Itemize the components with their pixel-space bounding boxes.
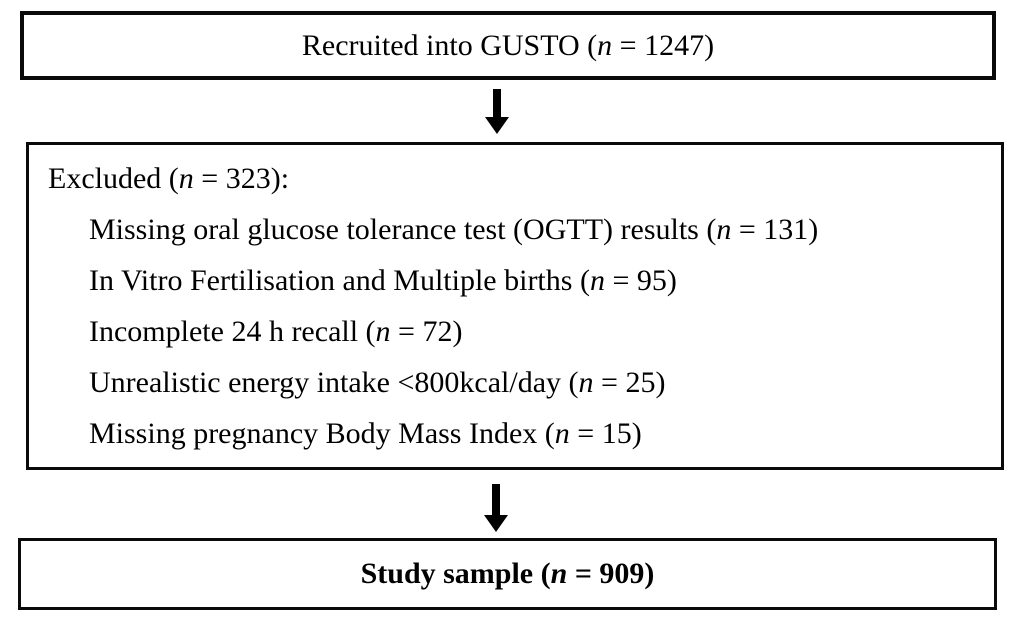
excluded-item-n-symbol: n: [375, 315, 391, 348]
excluded-item-recall: Incomplete 24 h recall (n = 72): [89, 306, 981, 357]
excluded-header-n-symbol: n: [178, 162, 194, 195]
excluded-item-count: = 72): [390, 315, 463, 348]
study-sample-n-symbol: n: [550, 557, 568, 590]
excluded-item-ogtt: Missing oral glucose tolerance test (OGT…: [89, 204, 981, 255]
study-sample-prefix: Study sample (: [360, 557, 551, 590]
excluded-item-ivf: In Vitro Fertilisation and Multiple birt…: [89, 255, 981, 306]
study-sample-box: Study sample (n = 909): [18, 538, 997, 610]
recruited-box-text: Recruited into GUSTO (n = 1247): [302, 28, 714, 64]
down-arrow-icon: [484, 484, 508, 532]
excluded-item-count: = 25): [593, 366, 666, 399]
excluded-item-text: Missing pregnancy Body Mass Index (: [89, 417, 555, 450]
excluded-item-text: Unrealistic energy intake <800kcal/day (: [89, 366, 579, 399]
excluded-item-energy: Unrealistic energy intake <800kcal/day (…: [89, 357, 981, 408]
excluded-item-count: = 15): [569, 417, 642, 450]
excluded-item-n-symbol: n: [589, 264, 605, 297]
recruited-text-suffix: = 1247): [612, 28, 715, 62]
study-sample-suffix: = 909): [567, 557, 655, 590]
study-sample-text: Study sample (n = 909): [361, 556, 655, 592]
excluded-item-count: = 131): [731, 213, 819, 246]
excluded-item-text: In Vitro Fertilisation and Multiple birt…: [89, 264, 590, 297]
down-arrow-icon: [485, 89, 509, 134]
excluded-item-n-symbol: n: [578, 366, 594, 399]
excluded-item-text: Missing oral glucose tolerance test (OGT…: [89, 213, 717, 246]
excluded-item-bmi: Missing pregnancy Body Mass Index (n = 1…: [89, 408, 981, 459]
excluded-item-n-symbol: n: [554, 417, 570, 450]
excluded-header-prefix: Excluded (: [48, 162, 179, 195]
recruited-text-prefix: Recruited into GUSTO (: [301, 28, 598, 62]
recruited-n-symbol: n: [597, 28, 613, 62]
excluded-box: Excluded (n = 323): Missing oral glucose…: [26, 142, 1004, 470]
excluded-item-count: = 95): [604, 264, 677, 297]
excluded-item-text: Incomplete 24 h recall (: [89, 315, 376, 348]
excluded-header-suffix: = 323):: [193, 162, 290, 195]
excluded-item-n-symbol: n: [716, 213, 732, 246]
recruited-box: Recruited into GUSTO (n = 1247): [20, 11, 996, 80]
excluded-header: Excluded (n = 323):: [48, 153, 981, 204]
